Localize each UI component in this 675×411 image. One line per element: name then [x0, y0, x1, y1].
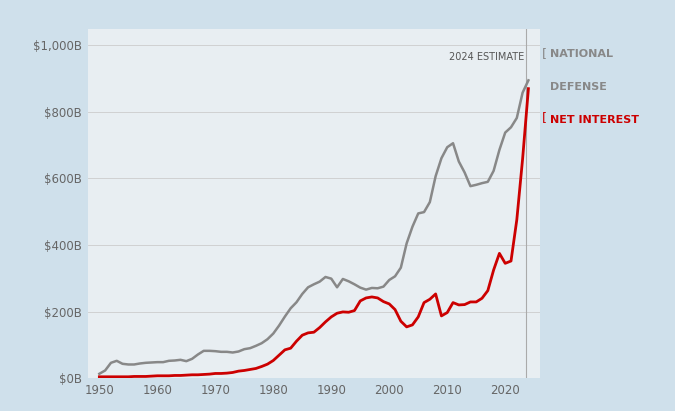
- Text: 2024 ESTIMATE: 2024 ESTIMATE: [448, 52, 524, 62]
- Text: DEFENSE: DEFENSE: [550, 82, 607, 92]
- Text: NET INTEREST: NET INTEREST: [550, 115, 639, 125]
- Text: [: [: [542, 111, 547, 124]
- Text: NATIONAL: NATIONAL: [550, 49, 613, 59]
- Text: [: [: [542, 47, 547, 60]
